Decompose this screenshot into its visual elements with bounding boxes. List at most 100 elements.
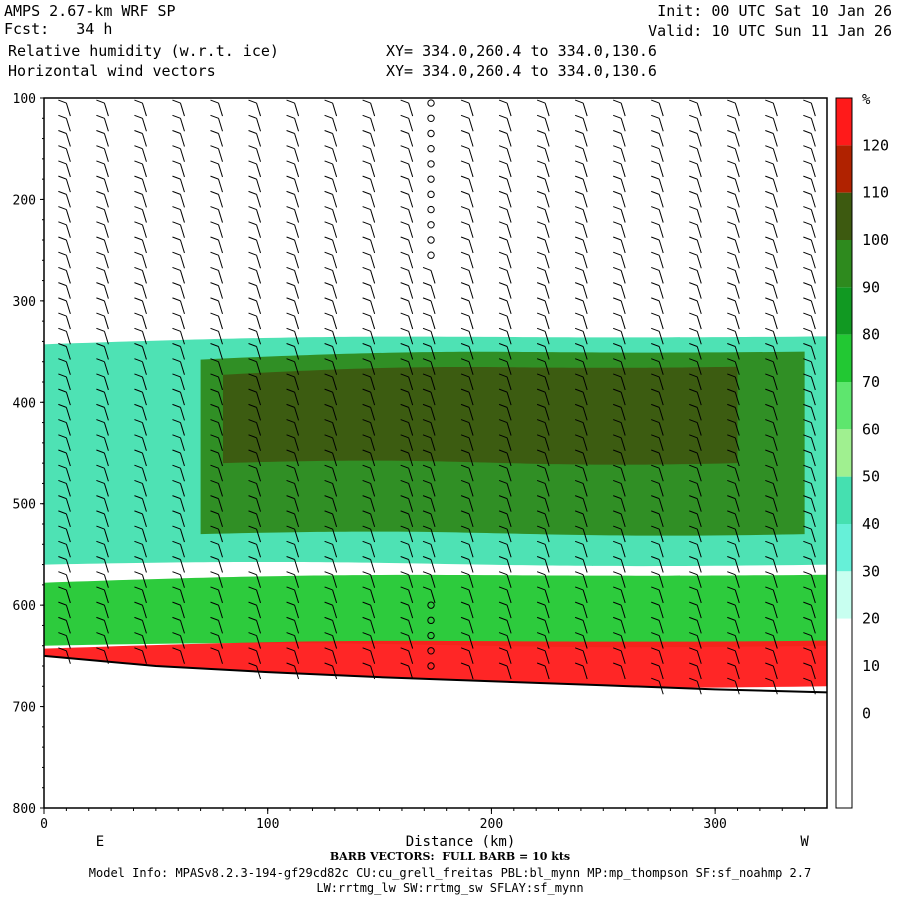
wind-barb-shaft [256, 255, 262, 269]
wind-barb-flag [362, 632, 371, 637]
wind-barb-shaft [506, 407, 512, 421]
wind-barb-shaft [810, 194, 816, 208]
wind-barb-flag [803, 479, 812, 484]
wind-barb-flag [651, 403, 660, 408]
wind-barb-shaft [506, 224, 512, 238]
wind-barb-flag [613, 175, 622, 180]
wind-barb-flag [651, 510, 660, 515]
wind-barb-shaft [658, 300, 664, 315]
wind-barb-shaft [332, 452, 338, 467]
x-tick-label: 200 [480, 817, 503, 832]
wind-barb-flag [400, 403, 409, 408]
wind-barb-flag [460, 206, 470, 211]
wind-barb-flag [613, 312, 622, 317]
wind-barb-flag [460, 601, 470, 606]
wind-barb-flag [172, 632, 181, 637]
wind-barb-shaft [218, 118, 223, 132]
wind-barb-flag [286, 388, 295, 393]
wind-barb-flag [362, 510, 371, 515]
wind-barb-shaft [256, 452, 262, 467]
wind-barb-flag [613, 495, 622, 500]
wind-barb-shaft [658, 665, 664, 680]
wind-barb-shaft [810, 178, 816, 193]
wind-barb-shaft [620, 665, 626, 680]
wind-barb-flag [765, 403, 774, 408]
wind-barb-shaft [772, 331, 778, 345]
wind-barb-shaft [582, 148, 588, 162]
wind-barb-shaft [734, 422, 740, 436]
wind-barb-shaft [582, 559, 588, 573]
wind-barb-flag [651, 99, 660, 104]
wind-barb-shaft [256, 589, 262, 604]
wind-barb-flag [172, 175, 181, 180]
wind-barb-shaft [430, 483, 436, 497]
wind-barb-flag [651, 449, 660, 454]
wind-barb-shaft [141, 118, 147, 132]
wind-barb-shaft [772, 620, 778, 634]
wind-barb-flag [210, 343, 219, 347]
wind-barb-flag [400, 388, 409, 393]
wind-barb-shaft [468, 361, 474, 375]
wind-barb-shaft [696, 422, 702, 436]
wind-barb-shaft [141, 574, 147, 588]
wind-barb-flag [765, 282, 774, 287]
wind-barb-shaft [734, 194, 740, 208]
wind-barb-shaft [141, 376, 147, 391]
wind-barb-flag [803, 495, 812, 500]
wind-barb-shaft [544, 422, 550, 436]
wind-barb-shaft [103, 422, 109, 436]
x-end-label-right: W [800, 834, 809, 850]
wind-barb-flag [134, 297, 143, 302]
wind-barb-flag [613, 525, 622, 530]
wind-barb-flag [651, 464, 660, 469]
wind-barb-shaft [582, 102, 588, 117]
wind-barb-flag [362, 647, 371, 652]
wind-barb-flag [248, 449, 257, 454]
wind-barb-flag [286, 282, 295, 287]
wind-barb-shaft [810, 376, 816, 391]
wind-barb-shaft [332, 178, 338, 193]
wind-barb-flag [400, 632, 409, 637]
wind-barb-flag [134, 571, 143, 576]
wind-barb-flag [574, 114, 584, 119]
wind-barb-shaft [810, 315, 816, 330]
wind-barb-flag [651, 434, 660, 439]
wind-barb-shaft [370, 407, 376, 421]
wind-barb-shaft [468, 635, 474, 649]
wind-barb-flag [324, 419, 333, 424]
wind-barb-shaft [370, 255, 376, 269]
wind-barb-flag [574, 479, 584, 484]
wind-barb-flag [134, 479, 143, 484]
wind-barb-shaft [179, 361, 185, 375]
wind-barb-flag [362, 312, 371, 317]
wind-barb-shaft [430, 285, 436, 299]
wind-barb-shaft [408, 163, 414, 178]
wind-barb-shaft [103, 528, 109, 543]
wind-barb-flag [536, 266, 546, 271]
wind-barb-shaft [696, 604, 702, 619]
wind-barb-flag [324, 510, 333, 515]
wind-barb-shaft [506, 589, 512, 604]
wind-barb-flag [536, 601, 546, 606]
wind-barb-shaft [141, 468, 147, 482]
wind-barb-flag [803, 175, 812, 180]
wind-barb-flag [134, 251, 143, 256]
wind-barb-shaft [65, 255, 71, 269]
wind-barb-shaft [658, 422, 664, 436]
wind-barb-flag [210, 190, 219, 195]
wind-barb-flag [134, 206, 143, 211]
wind-barb-shaft [103, 118, 109, 132]
wind-barb-flag [574, 495, 584, 500]
calm-wind-marker [427, 236, 435, 244]
wind-barb-flag [536, 206, 546, 211]
wind-barb-shaft [658, 209, 664, 223]
wind-barb-shaft [620, 407, 626, 421]
wind-barb-shaft [141, 452, 147, 467]
wind-barb-flag [727, 114, 736, 119]
terrain-line [43, 654, 828, 694]
wind-barb-shaft [620, 391, 626, 406]
wind-barb-shaft [103, 650, 109, 664]
wind-barb-shaft [370, 452, 376, 467]
wind-barb-flag [613, 297, 622, 302]
wind-barb-shaft [620, 270, 626, 284]
